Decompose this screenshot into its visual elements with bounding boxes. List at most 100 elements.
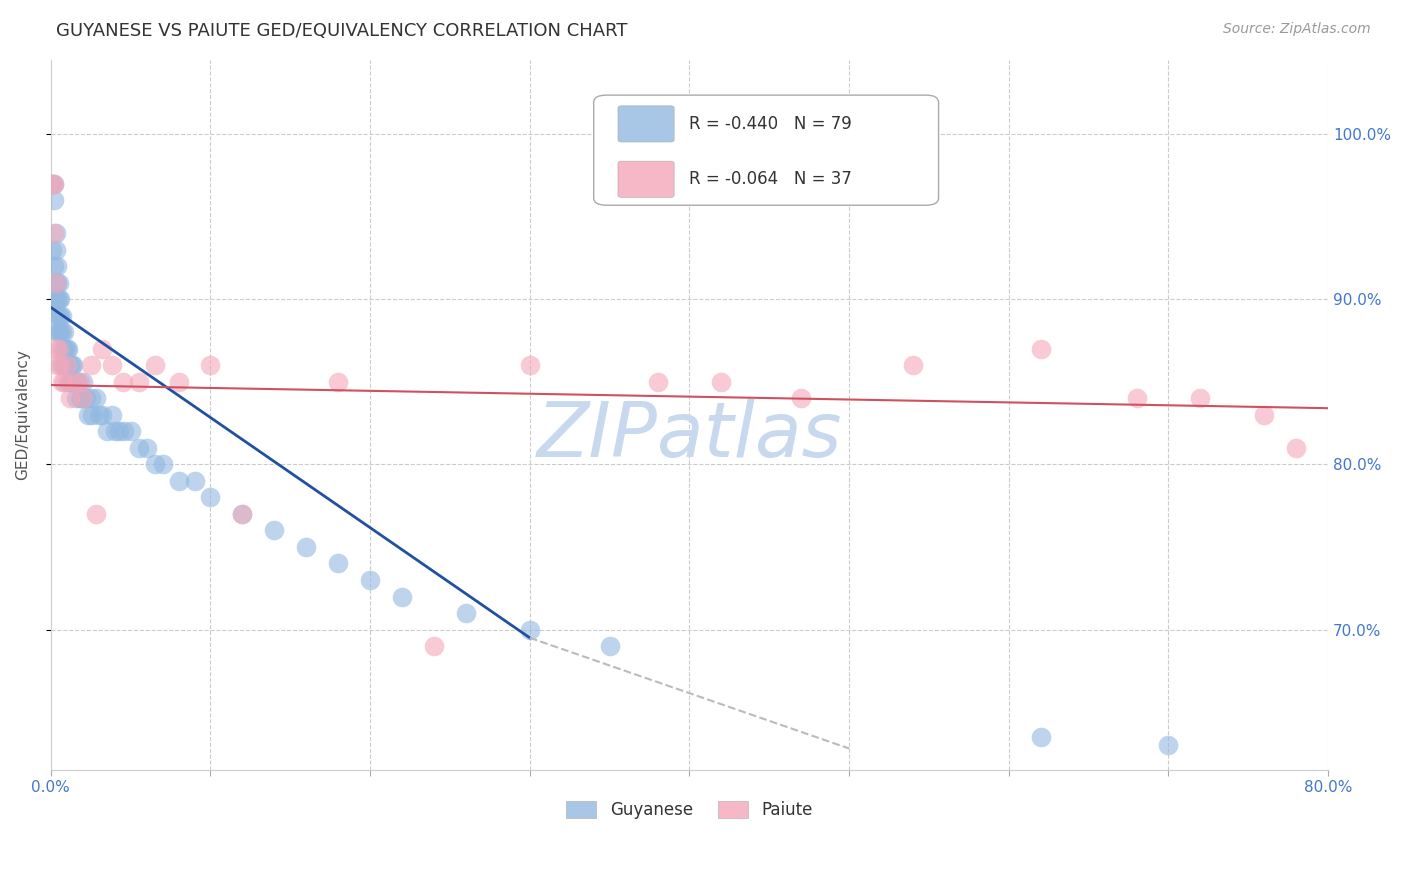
Point xyxy=(63,375,86,389)
Point xyxy=(48,292,70,306)
Point xyxy=(58,375,80,389)
Point xyxy=(1029,730,1052,744)
Point xyxy=(519,358,541,372)
Point xyxy=(76,408,98,422)
Point xyxy=(52,358,75,372)
Point xyxy=(45,226,67,240)
Text: R = -0.440   N = 79: R = -0.440 N = 79 xyxy=(689,114,852,133)
Point xyxy=(519,623,541,637)
Point xyxy=(423,639,446,653)
Point xyxy=(1253,408,1275,422)
Point xyxy=(65,375,87,389)
Point xyxy=(58,342,80,356)
Point xyxy=(46,259,69,273)
Point xyxy=(647,375,669,389)
Point xyxy=(100,408,122,422)
Text: ZIPatlas: ZIPatlas xyxy=(537,399,842,473)
Point xyxy=(53,342,76,356)
Point xyxy=(135,441,157,455)
Point xyxy=(108,425,131,439)
Point xyxy=(41,177,63,191)
Point xyxy=(66,375,89,389)
Point xyxy=(112,425,135,439)
Point xyxy=(84,391,107,405)
Point xyxy=(51,325,73,339)
Point xyxy=(70,391,93,405)
Point xyxy=(45,342,67,356)
Point xyxy=(80,358,103,372)
Point xyxy=(60,375,83,389)
Point xyxy=(56,358,79,372)
Point xyxy=(59,391,82,405)
Point xyxy=(49,309,72,323)
Point xyxy=(75,391,97,405)
FancyBboxPatch shape xyxy=(619,161,673,197)
Point xyxy=(48,276,70,290)
Point xyxy=(69,375,91,389)
Point xyxy=(56,358,79,372)
Point xyxy=(65,391,87,405)
Point xyxy=(45,309,67,323)
Text: GUYANESE VS PAIUTE GED/EQUIVALENCY CORRELATION CHART: GUYANESE VS PAIUTE GED/EQUIVALENCY CORRE… xyxy=(56,22,627,40)
Point xyxy=(90,342,112,356)
Point xyxy=(128,441,150,455)
Point xyxy=(46,325,69,339)
Point xyxy=(42,193,65,207)
FancyBboxPatch shape xyxy=(593,95,939,205)
Point xyxy=(41,177,63,191)
Point xyxy=(62,375,84,389)
Point xyxy=(48,325,70,339)
Point xyxy=(41,243,63,257)
Point xyxy=(56,342,79,356)
Point xyxy=(1285,441,1308,455)
Point xyxy=(231,507,253,521)
Point xyxy=(128,375,150,389)
Point xyxy=(90,408,112,422)
Point xyxy=(1157,738,1180,752)
Point xyxy=(200,491,222,505)
Point xyxy=(46,358,69,372)
Point xyxy=(359,573,381,587)
Point xyxy=(295,540,318,554)
Legend: Guyanese, Paiute: Guyanese, Paiute xyxy=(560,794,820,826)
Point xyxy=(49,358,72,372)
Point xyxy=(45,276,67,290)
Point xyxy=(200,358,222,372)
Point xyxy=(143,458,166,472)
Point xyxy=(1029,342,1052,356)
Point xyxy=(80,391,103,405)
Point xyxy=(46,276,69,290)
Point xyxy=(73,391,96,405)
Point xyxy=(100,358,122,372)
Point xyxy=(42,259,65,273)
Point xyxy=(263,524,285,538)
Point xyxy=(454,606,477,620)
Point xyxy=(328,557,350,571)
Point xyxy=(53,358,76,372)
Point xyxy=(1189,391,1212,405)
Point xyxy=(63,375,86,389)
Point xyxy=(51,342,73,356)
Point xyxy=(51,309,73,323)
Point xyxy=(84,507,107,521)
Point xyxy=(49,292,72,306)
Point xyxy=(45,276,67,290)
Point xyxy=(52,342,75,356)
Point xyxy=(45,292,67,306)
Point xyxy=(62,358,84,372)
Text: Source: ZipAtlas.com: Source: ZipAtlas.com xyxy=(1223,22,1371,37)
Point xyxy=(167,474,190,488)
Point xyxy=(901,358,924,372)
Point xyxy=(48,309,70,323)
Point xyxy=(52,375,75,389)
Point xyxy=(143,358,166,372)
Point xyxy=(60,358,83,372)
Point xyxy=(59,358,82,372)
Point xyxy=(59,375,82,389)
Point xyxy=(87,408,110,422)
Point xyxy=(152,458,174,472)
Point xyxy=(72,391,94,405)
Point xyxy=(72,375,94,389)
Point xyxy=(52,325,75,339)
Point xyxy=(51,375,73,389)
